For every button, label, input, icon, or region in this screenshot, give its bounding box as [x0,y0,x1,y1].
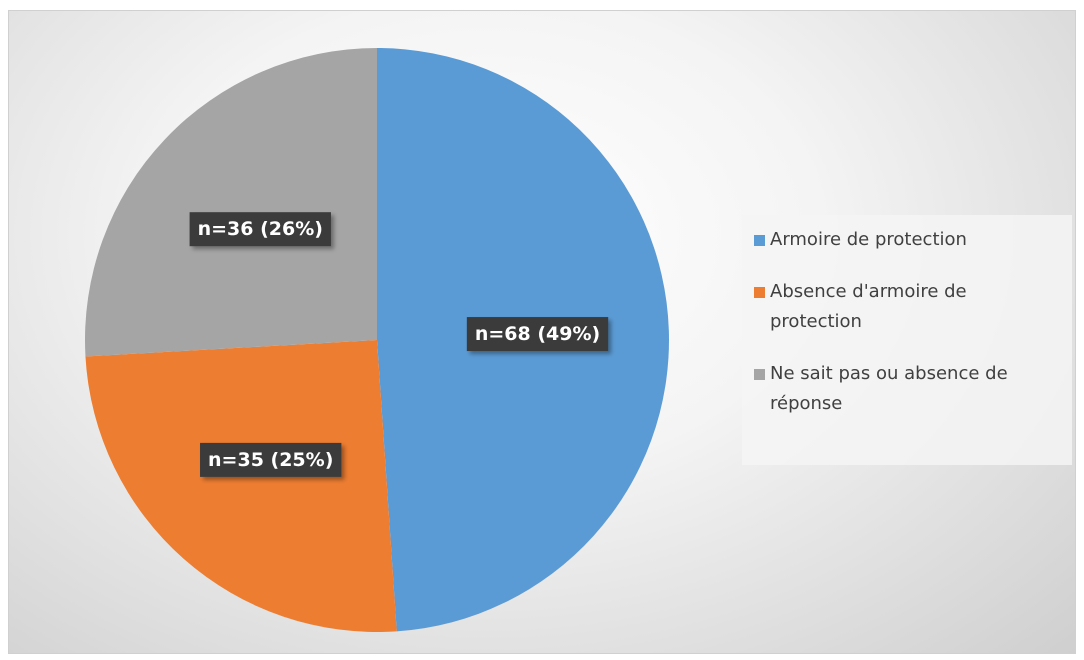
data-label-text: n=68 (49%) [475,323,600,345]
legend-swatch [754,235,765,246]
legend-entry: Absence d'armoire de protection [754,277,1062,337]
legend-swatch [754,369,765,380]
legend-entry: Ne sait pas ou absence de réponse [754,359,1062,419]
data-label: n=35 (25%) [200,442,342,477]
data-label-text: n=35 (25%) [208,449,333,471]
legend-label: Ne sait pas ou absence de réponse [770,363,1008,414]
data-label-text: n=36 (26%) [198,218,323,240]
data-label-box [189,212,331,247]
pie-slice [85,48,377,357]
data-label: n=36 (26%) [189,212,331,247]
data-label-box [200,442,342,477]
legend-swatch [754,287,765,298]
legend: Armoire de protection Absence d'armoire d… [742,215,1072,465]
pie-slice [85,340,397,632]
legend-entry: Armoire de protection [754,225,1062,255]
legend-label: Absence d'armoire de protection [770,281,967,332]
legend-label: Armoire de protection [770,229,967,250]
data-label: n=68 (49%) [466,317,609,352]
data-label-box [466,317,609,352]
